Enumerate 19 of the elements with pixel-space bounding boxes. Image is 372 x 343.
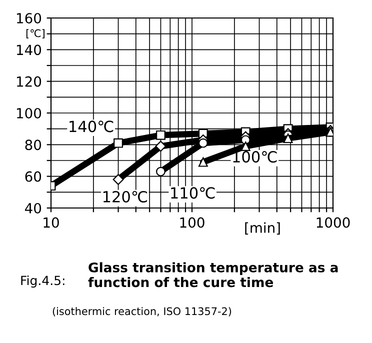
y-axis-title: [℃] xyxy=(26,29,44,38)
y-tick-label: 140 xyxy=(16,44,42,56)
series-label: 100℃ xyxy=(233,151,277,163)
series-label: 140℃ xyxy=(70,120,114,132)
x-tick-label: 10 xyxy=(44,217,59,228)
x-tick-label: 100 xyxy=(180,217,204,228)
x-axis-title: [min] xyxy=(245,222,280,235)
text: (isothermic reaction, ISO 11357-2) xyxy=(52,307,232,316)
y-tick-label: 100 xyxy=(16,108,42,118)
text: Glass transition temperature as a function of the cure time xyxy=(88,262,338,288)
y-tick-label: 40 xyxy=(24,202,42,214)
x-tick-label: 1000 xyxy=(316,217,350,228)
series-label: 120℃ xyxy=(103,190,148,203)
y-tick-label: 80 xyxy=(25,140,42,150)
y-tick-label: 60 xyxy=(25,171,42,182)
y-tick-label: 120 xyxy=(16,76,42,87)
y-tick-label: 160 xyxy=(16,12,42,24)
caption: Fig.4.5: xyxy=(21,276,64,288)
series-label: 110℃ xyxy=(171,187,215,199)
